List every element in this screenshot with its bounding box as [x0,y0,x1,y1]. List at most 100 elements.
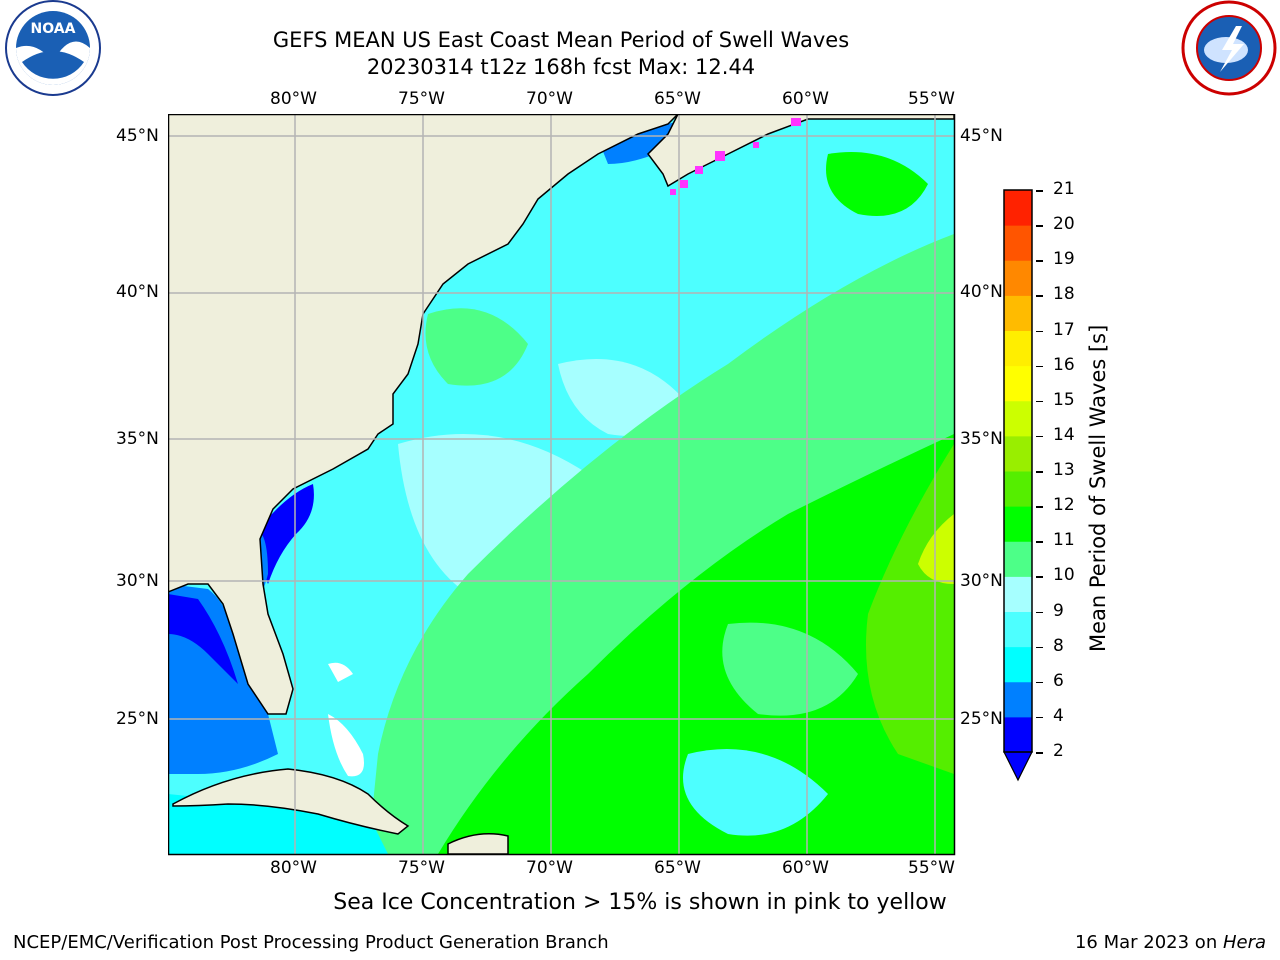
plot-title-line1: GEFS MEAN US East Coast Mean Period of S… [272,28,850,52]
colorbar-segment [1004,330,1032,367]
sea-ice-marker [715,151,725,161]
maritimes-land [647,114,954,188]
plot-title-line2: 20230314 t12z 168h fcst Max: 12.44 [366,55,756,79]
colorbar-segment [1004,260,1032,296]
colorbar-tick-label: 8 [1053,635,1064,656]
swell-patch-10-11s-north [826,152,928,216]
colorbar-frame [1003,189,1033,753]
colorbar-tick-mark [1036,506,1043,508]
swell-pocket-a [722,622,858,716]
colorbar-tick-label: 10 [1053,565,1075,586]
colorbar-tick-mark [1036,681,1043,684]
sea-ice-marker [753,142,759,148]
colorbar-tick-mark [1036,435,1043,438]
lat-label-left: 45°N [116,126,159,146]
lon-label-bottom: 80°W [270,858,317,878]
colorbar-tick-mark [1036,400,1043,403]
colorbar-tick-label: 12 [1053,495,1075,516]
lon-label-top: 60°W [782,89,829,109]
colorbar-tick-label: 18 [1053,284,1075,305]
colorbar-segment [1004,225,1032,261]
colorbar-tick-label: 21 [1053,179,1075,199]
colorbar-segment [1004,506,1032,542]
colorbar-segment [1004,365,1032,402]
colorbar-tick-mark [1036,471,1043,473]
footer-date-text: 16 Mar 2023 on [1074,932,1223,953]
colorbar-tick-mark [1036,330,1043,332]
lat-label-left: 35°N [116,429,159,449]
colorbar-segment [1004,716,1032,753]
lon-label-bottom: 70°W [526,858,573,878]
colorbar-tick-label: 6 [1053,670,1064,691]
bahamas-banks [328,714,364,777]
swell-region-11-12s [866,444,954,774]
colorbar-tick-label: 14 [1053,424,1075,445]
colorbar-tick-mark [1036,190,1043,192]
colorbar-segment [1004,541,1032,577]
colorbar-tick-mark [1036,611,1043,613]
sea-ice-marker [680,180,688,188]
colorbar-tick-mark [1036,576,1043,578]
lat-label-right: 40°N [960,282,1003,302]
colorbar-tick-label: 17 [1053,319,1075,340]
swell-max-region [918,514,954,584]
lon-label-bottom: 60°W [782,858,829,878]
colorbar-tick-mark [1036,716,1043,719]
lat-label-left: 40°N [116,282,159,302]
colorbar-tick-mark [1036,225,1043,227]
colorbar-tick-label: 11 [1053,530,1075,551]
gulf-of-maine-region [598,119,688,164]
colorbar-tick-mark [1036,752,1043,754]
lon-label-bottom: 55°W [908,858,955,878]
noaa-logo-text: NOAA [31,21,76,37]
colorbar-segment [1004,295,1032,331]
sea-ice-note: Sea Ice Concentration > 15% is shown in … [333,890,947,915]
sea-ice-marker [791,118,801,126]
lon-label-top: 70°W [526,89,573,109]
colorbar-tick-label: 19 [1053,249,1075,270]
hispaniola-land [447,833,509,854]
colorbar-tick-mark [1036,541,1043,543]
colorbar-segment [1004,611,1032,648]
lat-label-right: 25°N [960,709,1003,729]
swell-region-under-2s [262,484,314,584]
lon-label-top: 80°W [270,89,317,109]
colorbar-segment [1004,190,1032,226]
colorbar-under-arrow [1003,751,1033,782]
lon-label-top: 55°W [908,89,955,109]
sea-ice-marker [695,166,703,174]
colorbar-tick-label: 15 [1053,389,1075,410]
lat-label-right: 30°N [960,571,1003,591]
lat-label-right: 45°N [960,126,1003,146]
noaa-logo: NOAA [5,0,101,96]
colorbar-tick-label: 2 [1053,741,1064,761]
swell-patch-9-10s [425,308,528,386]
footer-machine: Hera [1222,932,1266,953]
footer-date: 16 Mar 2023 on Hera [1075,932,1266,953]
colorbar-label: Mean Period of Swell Waves [s] [1086,324,1110,652]
colorbar-tick-mark [1036,365,1043,368]
cuba-land [172,768,410,835]
colorbar-tick-mark [1036,646,1043,649]
colorbar-segments [1004,190,1032,753]
footer-branch: NCEP/EMC/Verification Post Processing Pr… [13,932,609,953]
colorbar [1003,189,1033,782]
sea-ice-marker [670,189,676,195]
colorbar-tick-label: 20 [1053,214,1075,235]
map [168,114,956,856]
little-bahama-bank [328,662,353,682]
map-frame [168,114,956,856]
gulf-region-under-2s [168,594,238,684]
caribbean-region-4-6s [168,794,388,854]
colorbar-segment [1004,435,1032,472]
nws-logo [1181,0,1277,96]
colorbar-tick-label: 4 [1053,705,1064,726]
colorbar-segment [1004,576,1032,612]
colorbar-tick-mark [1036,260,1043,262]
lon-label-bottom: 75°W [398,858,445,878]
swell-pocket-b [683,749,828,836]
colorbar-segment [1004,681,1032,718]
colorbar-segment [1004,400,1032,437]
colorbar-tick-label: 16 [1053,354,1075,375]
colorbar-tick-label: 13 [1053,460,1075,480]
